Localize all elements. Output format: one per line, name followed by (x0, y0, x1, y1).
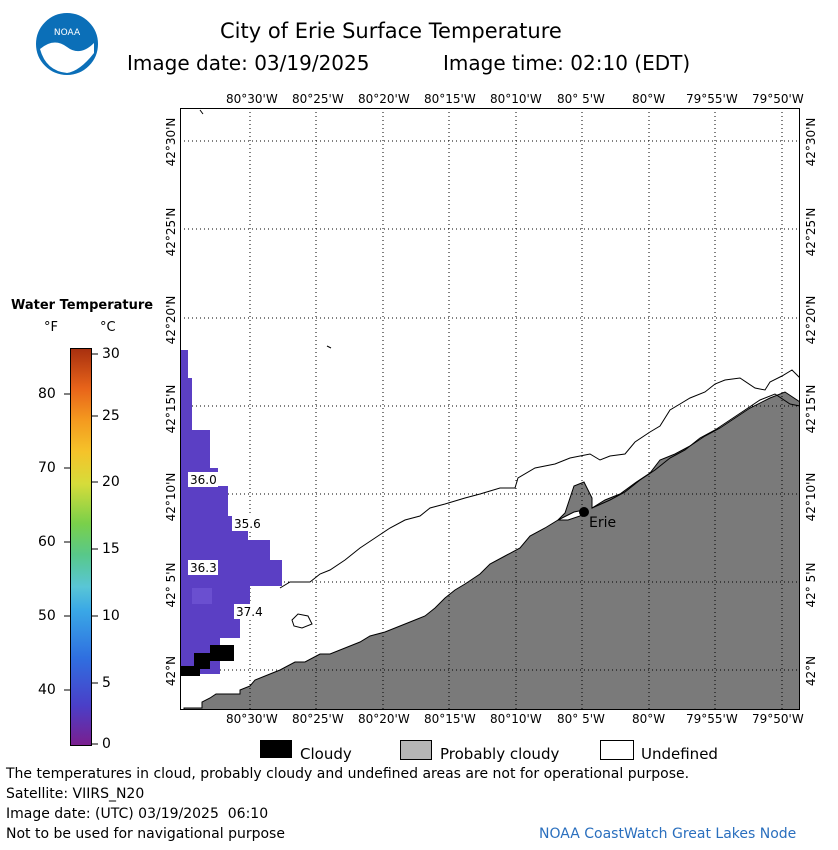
lat-label: 42°15'N (804, 384, 818, 434)
temp-label: 36.3 (190, 561, 217, 575)
undefined-swatch (600, 740, 634, 760)
lon-label: 79°55'W (686, 92, 738, 106)
scale-ticks (64, 353, 98, 745)
lat-label: 42°15'N (164, 384, 178, 434)
lat-label: 42°25'N (804, 207, 818, 257)
lon-label: 79°55'W (686, 712, 738, 726)
c-tick: 20 (102, 474, 120, 490)
erie-marker: Erie (557, 507, 616, 531)
lat-label: 42°20'N (164, 295, 178, 345)
f-tick: 70 (38, 460, 56, 476)
legend-unit-f: °F (44, 320, 58, 335)
lat-label: 42°30'N (804, 117, 818, 167)
temp-label: 35.6 (234, 517, 261, 531)
lat-label: 42°25'N (164, 207, 178, 257)
utc-date: Image date: (UTC) 03/19/2025 06:10 (6, 806, 269, 822)
lat-label: 42°N (804, 655, 818, 687)
image-date: Image date: 03/19/2025 (127, 51, 370, 75)
lat-label: 42°20'N (804, 295, 818, 345)
lon-label: 80°25'W (292, 712, 344, 726)
c-tick: 10 (102, 608, 120, 624)
lat-label: 42°10'N (804, 472, 818, 522)
probably-cloudy-label: Probably cloudy (440, 745, 560, 763)
cloudy-pixels (180, 645, 234, 676)
undefined-boundary (279, 369, 800, 589)
lon-label: 80°15'W (424, 92, 476, 106)
credit: NOAA CoastWatch Great Lakes Node (539, 826, 797, 842)
image-time: Image time: 02:10 (EDT) (443, 51, 691, 75)
lon-label: 80° 5'W (557, 712, 605, 726)
map-area: 36.0 35.6 36.3 37.4 Erie (180, 108, 800, 710)
legend-title: Water Temperature (11, 298, 154, 313)
satellite: Satellite: VIIRS_N20 (6, 786, 145, 802)
disclaimer: The temperatures in cloud, probably clou… (6, 766, 690, 782)
nav-note: Not to be used for navigational purpose (6, 826, 285, 842)
lat-label: 42°30'N (164, 117, 178, 167)
c-tick: 25 (102, 408, 120, 424)
probably-cloudy-swatch (400, 740, 432, 760)
lon-label: 80°30'W (226, 92, 278, 106)
lon-label: 80°10'W (490, 92, 542, 106)
undefined-label: Undefined (641, 745, 718, 763)
city-label: Erie (589, 515, 616, 531)
lon-label: 80°30'W (226, 712, 278, 726)
lat-label: 42°10'N (164, 472, 178, 522)
lon-label: 80°20'W (358, 712, 410, 726)
temp-labels: 36.0 35.6 36.3 37.4 (188, 472, 264, 619)
cloudy-swatch (260, 740, 292, 758)
lon-label: 79°50'W (752, 92, 804, 106)
f-tick: 80 (38, 386, 56, 402)
c-tick: 30 (102, 346, 120, 362)
lon-label: 80° 5'W (557, 92, 605, 106)
lon-label: 80°10'W (490, 712, 542, 726)
lon-label: 80°20'W (358, 92, 410, 106)
color-scale-bar (70, 348, 92, 746)
cloudy-label: Cloudy (300, 745, 352, 763)
f-tick: 60 (38, 534, 56, 550)
temp-label: 37.4 (236, 605, 263, 619)
lon-label: 80°15'W (424, 712, 476, 726)
c-tick: 5 (102, 675, 111, 691)
lon-label: 79°50'W (752, 712, 804, 726)
lat-label: 42° 5'N (164, 562, 178, 608)
lon-label: 80°W (632, 712, 666, 726)
c-tick: 0 (102, 736, 111, 752)
legend-unit-c: °C (100, 320, 116, 335)
lat-label: 42°N (164, 655, 178, 687)
noaa-logo: NOAA (36, 13, 98, 75)
page-title: City of Erie Surface Temperature (220, 19, 562, 43)
f-tick: 40 (38, 682, 56, 698)
lon-label: 80°25'W (292, 92, 344, 106)
lon-label: 80°W (632, 92, 666, 106)
logo-text: NOAA (54, 28, 81, 38)
temp-label: 36.0 (190, 473, 217, 487)
f-tick: 50 (38, 608, 56, 624)
c-tick: 15 (102, 541, 120, 557)
lat-label: 42° 5'N (804, 562, 818, 608)
